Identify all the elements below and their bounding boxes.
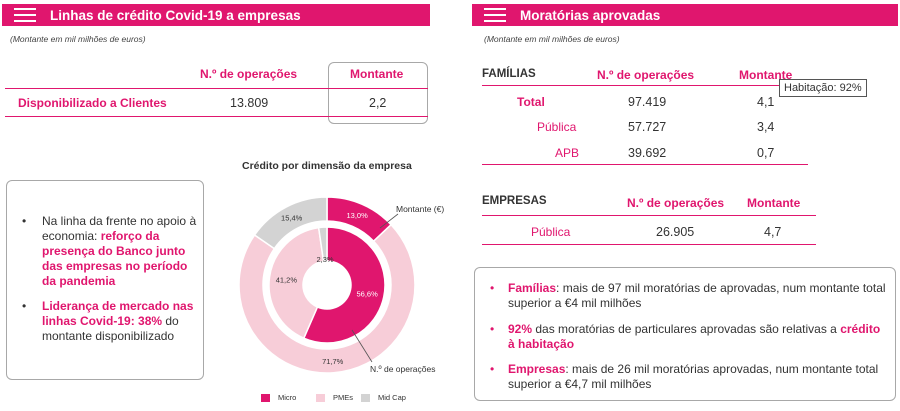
- right-bullet-2: • 92% das moratórias de particulares apro…: [490, 322, 881, 351]
- empresas-title: EMPRESAS: [482, 195, 547, 207]
- legend-micro: Micro: [261, 393, 296, 402]
- empresas-bottom-divider: [482, 244, 816, 245]
- familias-row-total-label: Total: [517, 95, 545, 109]
- table-bottom-divider: [5, 116, 428, 117]
- left-bullet-1-text: Na linha da frente no apoio à economia:: [42, 214, 197, 243]
- right-highlights-box: [474, 267, 896, 401]
- left-bullet-2-text: do montante disponibilizado: [42, 314, 179, 343]
- empresas-row-publica-operations: 26.905: [656, 225, 695, 239]
- donut-chart: 13,0% 71,7% 15,4% 56,6% 41,2% 2,3%: [238, 196, 416, 374]
- legend-label-micro: Micro: [278, 393, 297, 402]
- right-bullet-3-text: : mais de 26 mil moratórias aprovadas, n…: [508, 362, 879, 391]
- familias-row-publica-amount: 3,4: [757, 120, 775, 134]
- left-unit-note: (Montante em mil milhões de euros): [10, 34, 146, 44]
- inner-label-micro: 56,6%: [356, 289, 378, 298]
- inner-ring-label: N.º de operações: [370, 364, 436, 374]
- left-section-title: Linhas de crédito Covid-19 a empresas: [50, 7, 301, 23]
- outer-slice-pmes: [238, 223, 416, 374]
- outer-ring-leader: [379, 213, 399, 229]
- familias-row-publica-label: Pública: [537, 120, 577, 134]
- familias-col-amount: Montante: [739, 68, 793, 82]
- row-label-available: Disponibilizado a Clientes: [18, 96, 167, 110]
- empresas-col-operations: N.º de operações: [627, 196, 725, 210]
- familias-row-publica-operations: 57.727: [628, 120, 667, 134]
- menu-lines-icon: [14, 8, 36, 22]
- familias-row-total-amount: 4,1: [757, 95, 775, 109]
- outer-ring-label: Montante (€): [396, 204, 445, 214]
- row-value-operations: 13.809: [230, 96, 269, 110]
- legend-pmes: PMEs: [316, 393, 353, 402]
- familias-row-apb-operations: 39.692: [628, 146, 667, 160]
- outer-label-midcap: 15,4%: [281, 214, 303, 223]
- left-bullet-1-highlight: reforço da presença do Banco junto das e…: [42, 229, 188, 288]
- inner-label-midcap: 2,3%: [316, 255, 333, 264]
- empresas-row-publica-amount: 4,7: [764, 225, 782, 239]
- row-value-amount: 2,2: [369, 96, 387, 110]
- left-bullet-2: • Liderança de mercado nas linhas Covid-1…: [22, 299, 194, 343]
- familias-bottom-divider: [482, 164, 808, 165]
- col-header-amount: Montante: [350, 67, 404, 81]
- legend-midcap: Mid Cap: [361, 393, 406, 402]
- right-bullet-3-highlight: Empresas: [508, 362, 566, 376]
- right-bullet-2-highlight: 92%: [508, 322, 533, 336]
- legend-swatch-midcap: [361, 393, 370, 402]
- familias-row-total-operations: 97.419: [628, 95, 667, 109]
- left-bullet-2-highlight: Liderança de mercado nas linhas Covid-19…: [42, 299, 194, 328]
- legend-label-midcap: Mid Cap: [378, 393, 406, 402]
- left-bullet-1: • Na linha da frente no apoio à economia:…: [22, 214, 197, 288]
- empresas-row-publica-label: Pública: [531, 225, 571, 239]
- inner-label-pmes: 41,2%: [276, 276, 298, 285]
- table-divider: [5, 88, 428, 89]
- right-unit-note: (Montante em mil milhões de euros): [484, 34, 620, 44]
- familias-row-apb-label: APB: [555, 146, 580, 160]
- legend-label-pmes: PMEs: [333, 393, 354, 402]
- amount-column-box: [328, 62, 428, 124]
- right-bullet-2-highlight2: crédito à habitação: [508, 322, 881, 351]
- right-section-header: Moratórias aprovadas: [472, 4, 898, 26]
- habitacao-callout: Habitação: 92%: [779, 79, 867, 97]
- right-bullet-1-text: : mais de 97 mil moratórias de aprovadas…: [508, 281, 886, 310]
- left-section-header: Linhas de crédito Covid-19 a empresas: [2, 4, 430, 26]
- outer-label-micro: 13,0%: [347, 211, 369, 220]
- familias-divider: [482, 85, 808, 86]
- menu-lines-icon: [484, 8, 506, 22]
- familias-row-apb-amount: 0,7: [757, 146, 775, 160]
- chart-title: Crédito por dimensão da empresa: [242, 160, 412, 172]
- outer-label-pmes: 71,7%: [322, 357, 344, 366]
- familias-title: FAMÍLIAS: [482, 68, 536, 80]
- col-header-operations: N.º de operações: [200, 67, 298, 81]
- inner-ring-leader: [351, 329, 373, 363]
- right-bullet-1: • Famílias: mais de 97 mil moratórias de …: [490, 281, 886, 310]
- right-bullet-3: • Empresas: mais de 26 mil moratórias apr…: [490, 362, 879, 391]
- outer-slice-midcap: [253, 196, 328, 250]
- empresas-col-amount: Montante: [747, 196, 801, 210]
- right-section-title: Moratórias aprovadas: [520, 7, 661, 23]
- left-highlights-box: [6, 180, 204, 380]
- empresas-divider: [482, 215, 816, 216]
- inner-slice-pmes: [268, 226, 325, 340]
- inner-slice-midcap: [317, 226, 328, 263]
- legend-swatch-micro: [261, 393, 270, 402]
- right-bullet-2-text: das moratórias de particulares aprovadas…: [532, 322, 841, 336]
- legend-swatch-pmes: [316, 393, 325, 402]
- right-bullet-1-highlight: Famílias: [508, 281, 557, 295]
- inner-slice-micro: [302, 226, 386, 344]
- familias-col-operations: N.º de operações: [597, 68, 695, 82]
